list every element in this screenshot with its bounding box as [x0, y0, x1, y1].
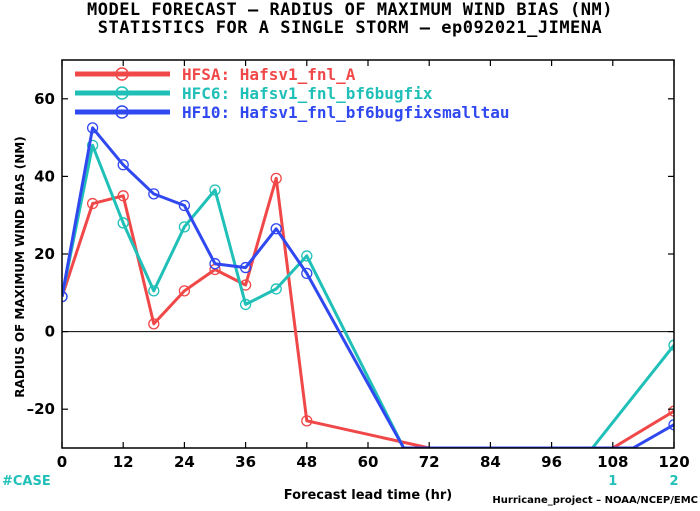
x-tick-label: 120	[658, 453, 689, 471]
data-point	[209, 258, 221, 270]
case-count: 1	[608, 474, 617, 489]
x-tick-label: 84	[480, 453, 501, 471]
x-tick-label: 12	[113, 453, 134, 471]
case-count: 2	[669, 474, 678, 489]
data-point	[668, 405, 674, 417]
x-axis-label: Forecast lead time (hr)	[284, 488, 452, 503]
x-tick-label: 72	[419, 453, 440, 471]
data-point	[62, 291, 68, 303]
y-tick-label: 0	[45, 323, 55, 341]
legend-marker-2	[115, 105, 129, 119]
data-point	[239, 261, 252, 274]
data-point	[178, 285, 191, 297]
x-tick-label: 48	[296, 453, 317, 471]
x-tick-label: 0	[57, 453, 67, 471]
x-tick-label: 96	[541, 453, 562, 471]
x-tick-label: 60	[358, 453, 379, 471]
legend-label-0: HFSA: Hafsv1_fnl_A	[182, 65, 356, 84]
axes-layer: 0 12 24 36 48 60 72 84 96 108 120 –20 0 20 40 60	[27, 59, 690, 471]
chart-subtitle: STATISTICS FOR A SINGLE STORM – ep092021…	[97, 18, 603, 38]
data-point	[86, 122, 99, 134]
series-layer	[62, 122, 674, 448]
data-point	[86, 197, 99, 210]
legend-label-2: HF10: Hafsv1_fnl_bf6bugfixsmalltau	[182, 103, 510, 122]
series-line-0	[62, 176, 674, 448]
data-point	[301, 267, 313, 280]
y-axis-label: RADIUS OF MAXIMUM WIND BIAS (NM)	[13, 136, 27, 397]
series-line-1	[62, 143, 674, 448]
data-point	[117, 190, 129, 202]
data-point	[301, 415, 313, 427]
x-tick-label: 24	[174, 453, 195, 471]
data-point	[148, 318, 160, 330]
data-point	[117, 159, 129, 171]
legend-label-1: HFC6: Hafsv1_fnl_bf6bugfix	[182, 84, 433, 103]
series-line-2	[62, 126, 674, 448]
data-point	[148, 285, 160, 297]
data-point	[178, 199, 191, 212]
x-tick-label: 36	[235, 453, 256, 471]
data-point	[209, 184, 221, 196]
chart-title: MODEL FORECAST – RADIUS OF MAXIMUM WIND …	[86, 0, 613, 20]
x-tick-label: 108	[597, 453, 628, 471]
data-point	[270, 172, 282, 184]
legend-marker-0	[115, 67, 129, 81]
data-point	[668, 419, 674, 431]
data-point	[270, 223, 282, 235]
y-tick-label: –20	[27, 400, 55, 418]
data-point	[148, 188, 160, 200]
credit-text: Hurricane_project – NOAA/NCEP/EMC	[492, 495, 698, 506]
data-point	[178, 221, 191, 233]
data-point	[301, 250, 313, 262]
case-label: #CASE	[2, 474, 51, 489]
legend-marker-1	[115, 86, 129, 100]
data-point	[668, 339, 674, 351]
data-point	[270, 283, 282, 295]
data-point	[86, 139, 99, 152]
y-tick-label: 40	[34, 167, 55, 185]
y-tick-label: 60	[34, 90, 55, 108]
y-tick-label: 20	[34, 245, 55, 263]
data-point	[239, 298, 252, 311]
data-point	[117, 217, 129, 229]
